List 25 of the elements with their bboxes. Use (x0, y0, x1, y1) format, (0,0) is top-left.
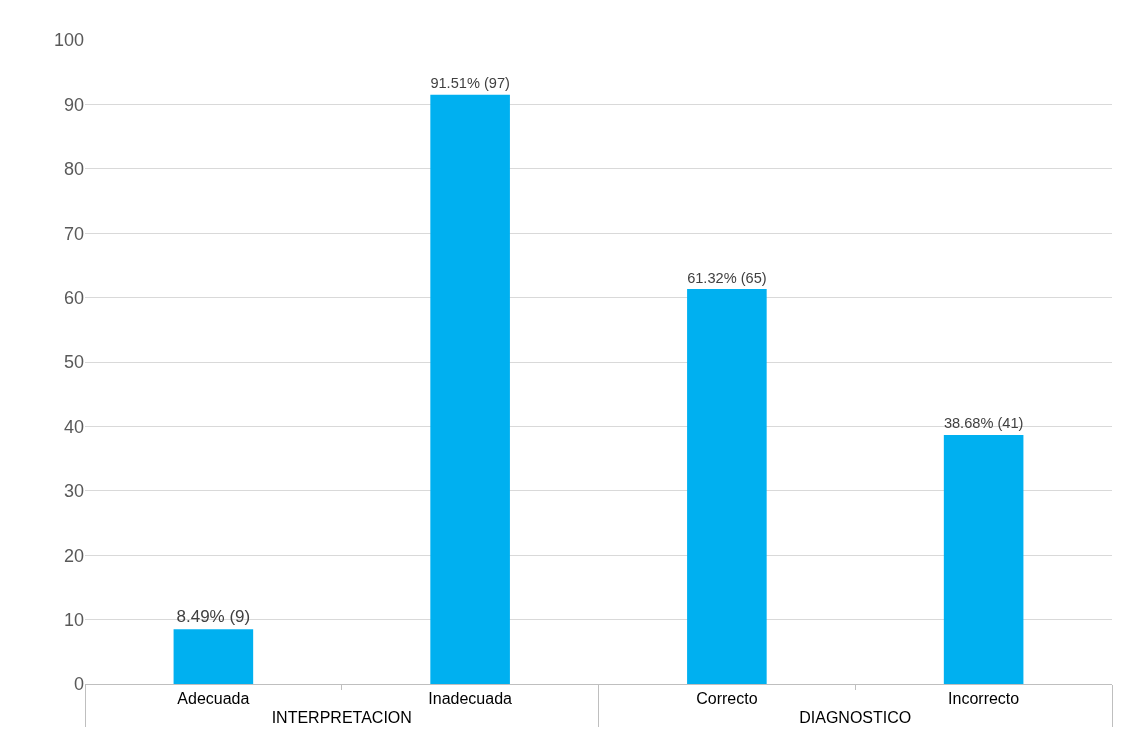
y-tick-label: 70 (63, 223, 84, 244)
y-tick-label: 20 (63, 545, 84, 566)
y-tick-label: 90 (63, 94, 84, 115)
y-tick-label: 30 (63, 481, 84, 502)
bar (943, 434, 1024, 684)
data-label: 8.49% (9) (176, 607, 251, 627)
x-tick-label: Inadecuada (428, 690, 513, 708)
x-tick-label: Adecuada (177, 690, 250, 708)
y-tick-label: 80 (63, 159, 84, 180)
text: INTERPRETACION (271, 709, 412, 727)
bar (173, 629, 254, 684)
data-label: 91.51% (97) (430, 75, 510, 92)
y-tick-label: 100 (53, 30, 84, 51)
y-tick-label: 0 (73, 674, 84, 695)
y-tick-label: 60 (63, 287, 84, 308)
bar (430, 94, 510, 684)
x-tick-label: Correcto (696, 690, 758, 708)
data-label: 61.32% (65) (687, 269, 767, 286)
data-label: 38.68% (41) (943, 415, 1024, 432)
text: DIAGNOSTICO (799, 709, 912, 727)
x-tick-label: Incorrecto (948, 690, 1020, 708)
bar (687, 289, 767, 684)
y-tick-label: 10 (63, 609, 84, 630)
y-tick-label: 40 (63, 416, 84, 437)
y-tick-label: 50 (63, 352, 84, 373)
